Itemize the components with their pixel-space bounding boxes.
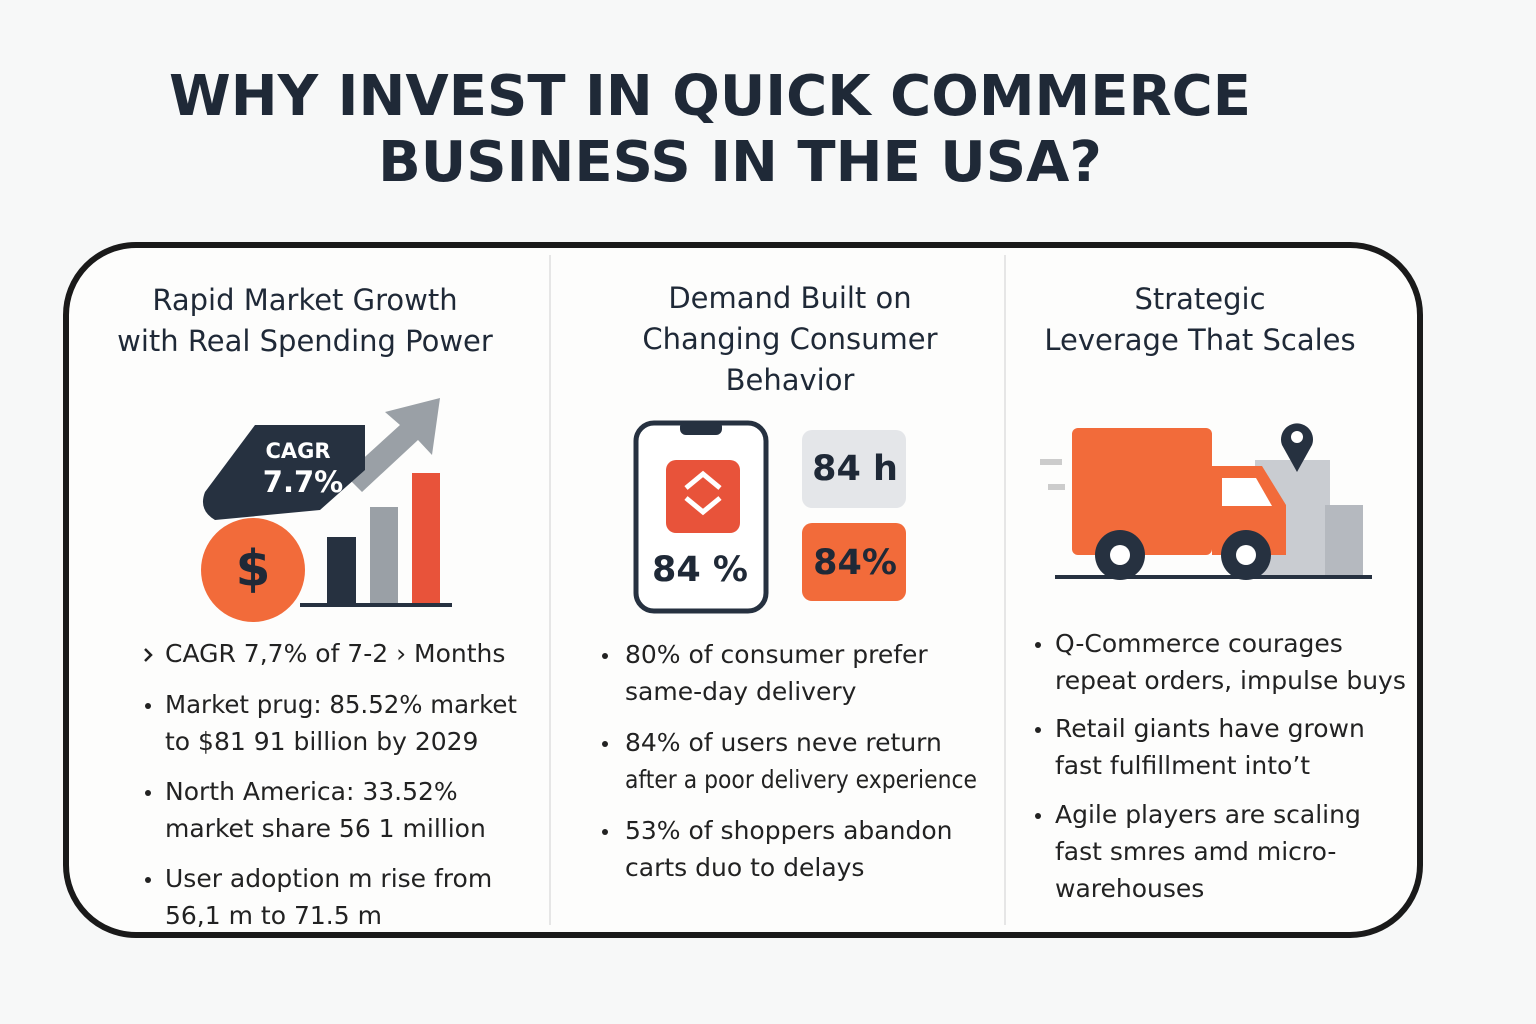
icon-label: 84%	[813, 543, 897, 583]
bullet-text: User adoption m rise from	[165, 864, 492, 893]
bullet-text: 84% of users neve return	[625, 728, 942, 757]
icon-label: 7.7%	[263, 465, 343, 499]
bullet-text: repeat orders, impulse buys	[1055, 666, 1406, 695]
bullet-text: Agile players are scaling	[1055, 800, 1361, 829]
title: BUSINESS IN THE USA?	[378, 130, 1102, 195]
bullet-text: 53% of shoppers abandon	[625, 816, 952, 845]
column-heading: Rapid Market Growth	[152, 283, 457, 317]
icon-label: CAGR	[265, 439, 330, 463]
bullet-text: 80% of consumer prefer	[625, 640, 928, 669]
bullet-text: Q-Commerce courages	[1055, 629, 1343, 658]
icon-label: 84 h	[812, 449, 898, 489]
bullet-text: North America: 33.52%	[165, 777, 458, 806]
truck-icon	[1040, 423, 1372, 580]
bullet-text: carts duo to delays	[625, 853, 864, 882]
title: WHY INVEST IN QUICK COMMERCE	[169, 64, 1251, 129]
phone-icon	[633, 420, 906, 614]
bullet-text: fast fulfillment into’t	[1055, 751, 1310, 780]
bullet-text: fast smres amd micro-	[1055, 837, 1336, 866]
bullet-marker	[145, 703, 151, 709]
bullet-marker	[1035, 642, 1041, 648]
column-heading: Leverage That Scales	[1044, 323, 1355, 357]
icon-label: $	[236, 540, 271, 598]
column-heading: Behavior	[726, 363, 855, 397]
bullet-marker	[602, 741, 608, 747]
bullet-marker	[1035, 727, 1041, 733]
bullet-text: Retail giants have grown	[1055, 714, 1365, 743]
column-heading: Demand Built on	[668, 281, 911, 315]
column-heading: Strategic	[1134, 282, 1265, 316]
bullet-text: same-day delivery	[625, 677, 857, 706]
bullet-text: CAGR 7,7% of 7-2 › Months	[165, 639, 505, 668]
bullet-text: after a poor delivery experience	[625, 765, 977, 794]
bullet-marker	[145, 790, 151, 796]
growth-icon	[201, 398, 452, 622]
bullet-text: market share 56 1 million	[165, 814, 486, 843]
bullet-marker	[145, 877, 151, 883]
bullet-text: 56,1 m to 71.5 m	[165, 901, 382, 930]
bullet-marker	[602, 653, 608, 659]
icon-label: 84 %	[652, 550, 748, 590]
column-heading: with Real Spending Power	[117, 324, 493, 358]
column-heading: Changing Consumer	[642, 322, 937, 356]
bullet-marker	[144, 648, 153, 662]
bullet-marker	[1035, 813, 1041, 819]
bullet-text: warehouses	[1055, 874, 1204, 903]
bullet-text: to $81 91 billion by 2029	[165, 727, 478, 756]
bullet-marker	[602, 829, 608, 835]
bullet-text: Market prug: 85.52% market	[165, 690, 517, 719]
